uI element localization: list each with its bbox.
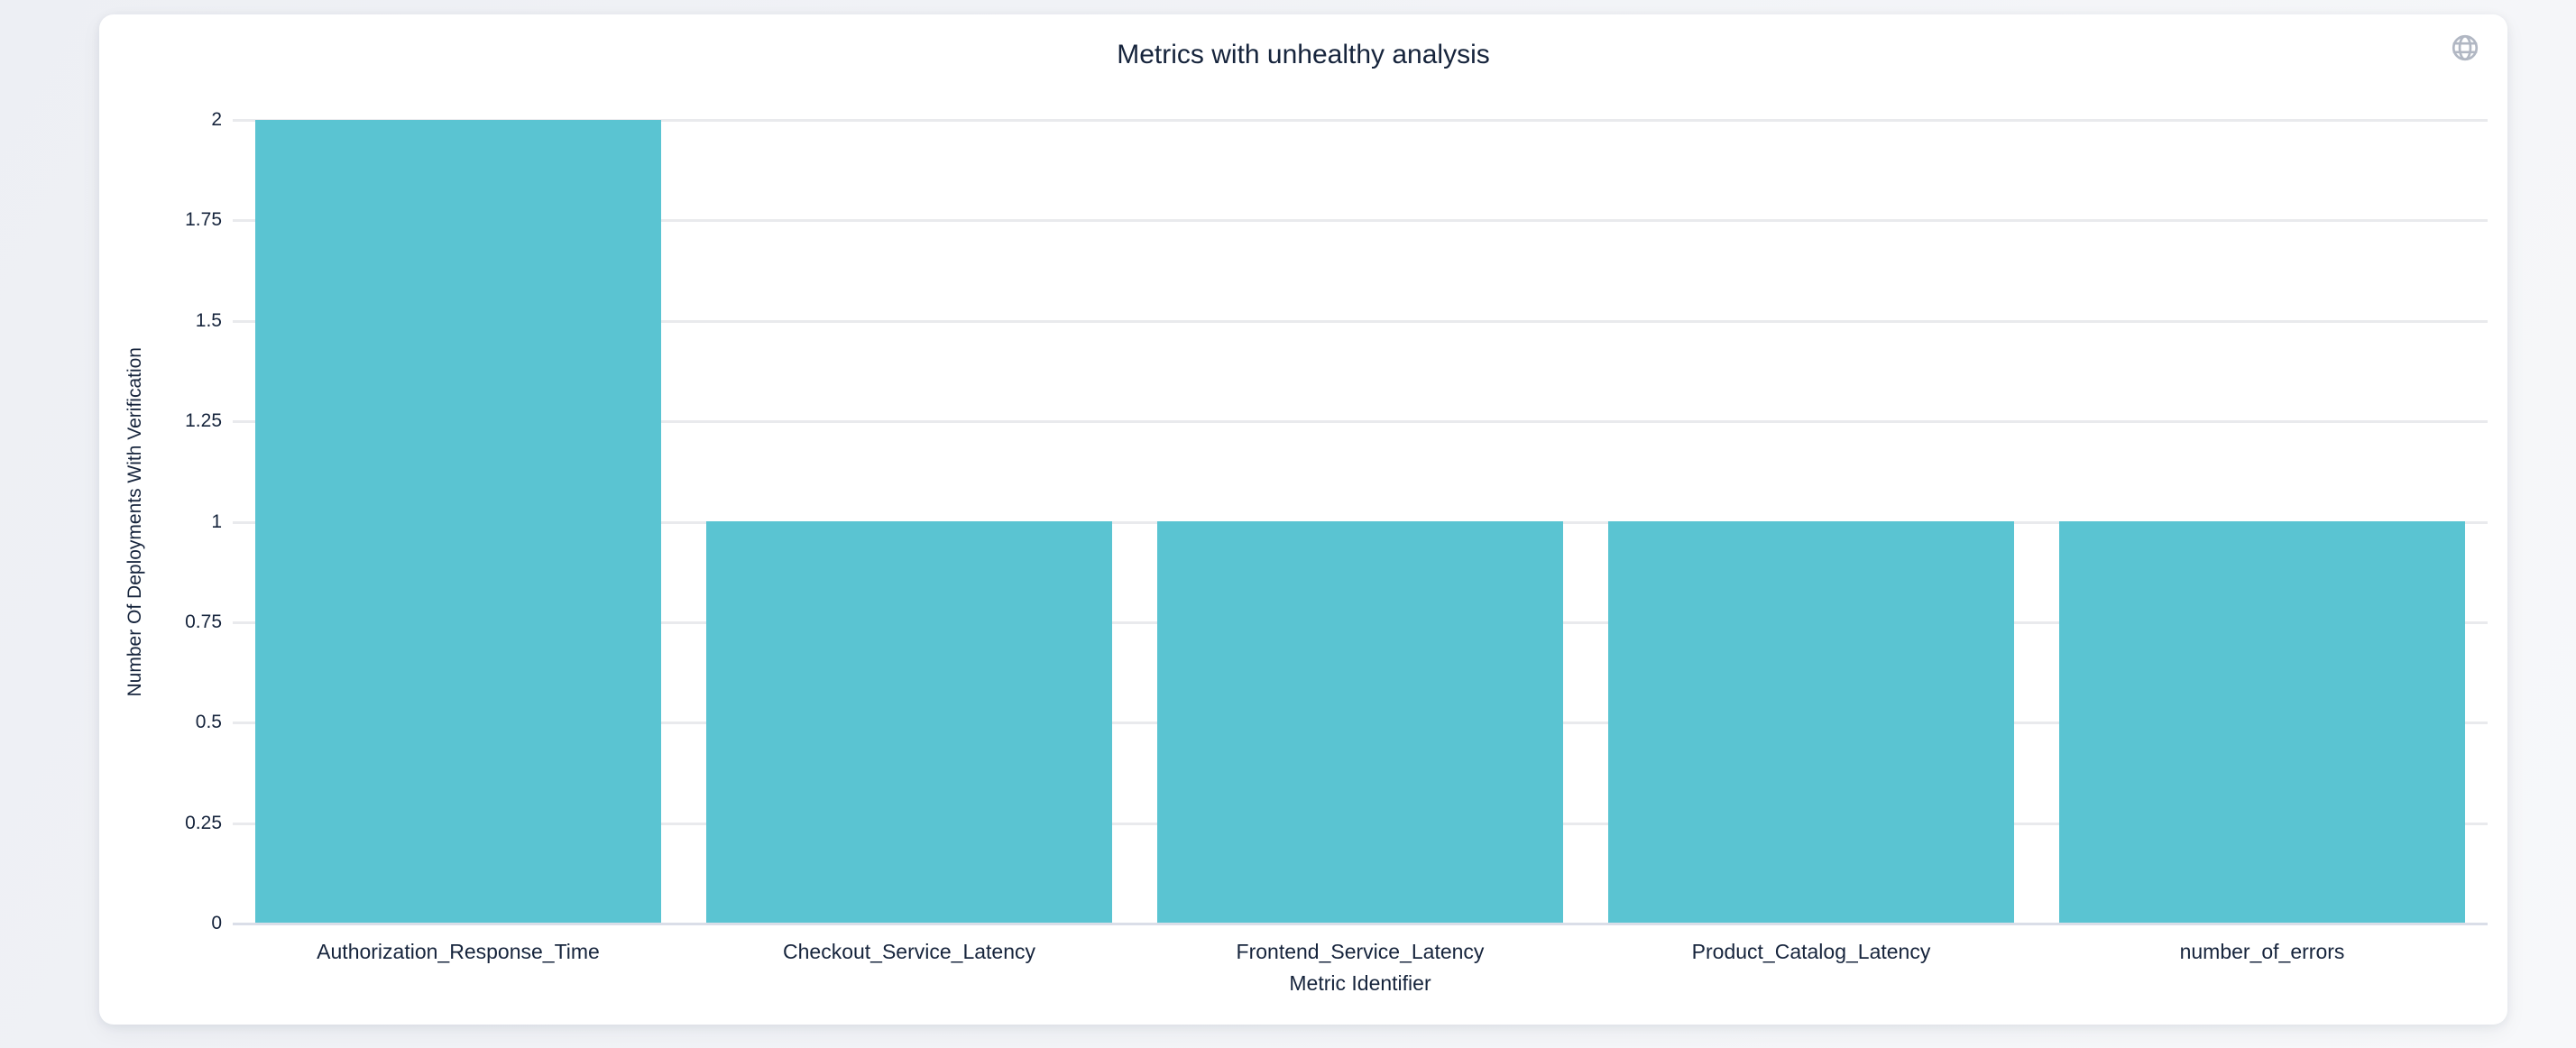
x-tick-label: Authorization_Response_Time xyxy=(317,940,600,963)
x-tick-label: Checkout_Service_Latency xyxy=(783,940,1035,963)
x-axis-tick-labels: Authorization_Response_Time Checkout_Serv… xyxy=(233,940,2488,963)
y-tick-label: 1.5 xyxy=(195,310,222,331)
y-tick-label: 0.25 xyxy=(185,813,222,833)
y-axis-tick-labels: 0 0.25 0.5 0.75 1 1.25 1.5 1.75 2 xyxy=(99,109,222,933)
bar-slot xyxy=(1586,120,2037,924)
bar-slot xyxy=(1135,120,1586,924)
plot-area xyxy=(233,119,2488,925)
bars-container xyxy=(233,120,2488,924)
bar[interactable] xyxy=(706,521,1112,924)
x-axis-title: Metric Identifier xyxy=(233,971,2488,995)
x-axis-line xyxy=(233,923,2488,925)
y-tick-label: 1 xyxy=(211,511,222,532)
globe-icon[interactable] xyxy=(2450,32,2480,63)
chart-card: Metrics with unhealthy analysis Number O… xyxy=(99,14,2507,1025)
y-tick-label: 1.25 xyxy=(185,410,222,431)
y-tick-label: 2 xyxy=(211,109,222,130)
bar[interactable] xyxy=(1157,521,1563,924)
bar-slot xyxy=(684,120,1135,924)
x-tick-label: number_of_errors xyxy=(2179,940,2345,963)
y-gridline xyxy=(233,320,2488,323)
bar[interactable] xyxy=(255,120,661,924)
y-tick-label: 1.75 xyxy=(185,209,222,230)
y-gridline xyxy=(233,219,2488,222)
y-gridline xyxy=(233,420,2488,423)
bar-slot xyxy=(2037,120,2488,924)
bar[interactable] xyxy=(1608,521,2014,924)
y-tick-label: 0 xyxy=(211,913,222,933)
x-tick-label: Frontend_Service_Latency xyxy=(1236,940,1485,963)
y-tick-label: 0.75 xyxy=(185,611,222,632)
chart-title: Metrics with unhealthy analysis xyxy=(1117,40,1490,69)
bar-slot xyxy=(233,120,684,924)
bar[interactable] xyxy=(2059,521,2465,924)
x-tick-label: Product_Catalog_Latency xyxy=(1691,940,1931,963)
x-axis-title-text: Metric Identifier xyxy=(1289,971,1431,995)
y-tick-label: 0.5 xyxy=(195,712,222,732)
y-gridline xyxy=(233,119,2488,122)
